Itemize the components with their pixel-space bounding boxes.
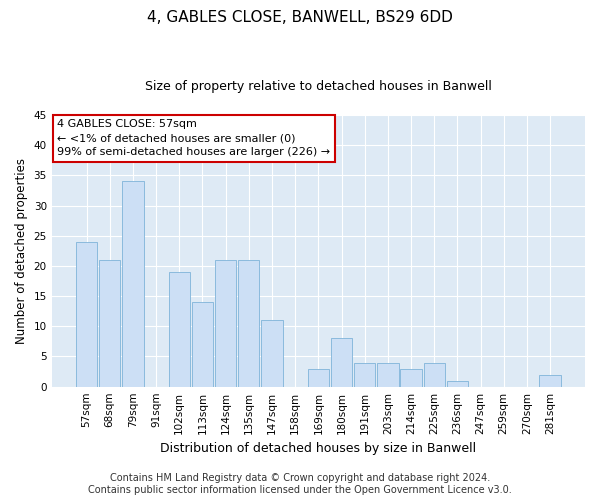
Bar [447, 380, 468, 386]
Bar [539, 374, 561, 386]
Bar [169, 272, 190, 386]
Bar [377, 362, 398, 386]
Text: 4, GABLES CLOSE, BANWELL, BS29 6DD: 4, GABLES CLOSE, BANWELL, BS29 6DD [147, 10, 453, 25]
Bar [122, 182, 143, 386]
Text: Contains HM Land Registry data © Crown copyright and database right 2024.
Contai: Contains HM Land Registry data © Crown c… [88, 474, 512, 495]
Text: 4 GABLES CLOSE: 57sqm
← <1% of detached houses are smaller (0)
99% of semi-detac: 4 GABLES CLOSE: 57sqm ← <1% of detached … [57, 119, 330, 157]
Bar [238, 260, 259, 386]
Bar [192, 302, 213, 386]
Bar [308, 368, 329, 386]
Bar [76, 242, 97, 386]
Bar [215, 260, 236, 386]
Bar [99, 260, 121, 386]
Title: Size of property relative to detached houses in Banwell: Size of property relative to detached ho… [145, 80, 492, 93]
Bar [262, 320, 283, 386]
Bar [424, 362, 445, 386]
Bar [400, 368, 422, 386]
Y-axis label: Number of detached properties: Number of detached properties [15, 158, 28, 344]
Bar [331, 338, 352, 386]
Bar [354, 362, 376, 386]
X-axis label: Distribution of detached houses by size in Banwell: Distribution of detached houses by size … [160, 442, 476, 455]
